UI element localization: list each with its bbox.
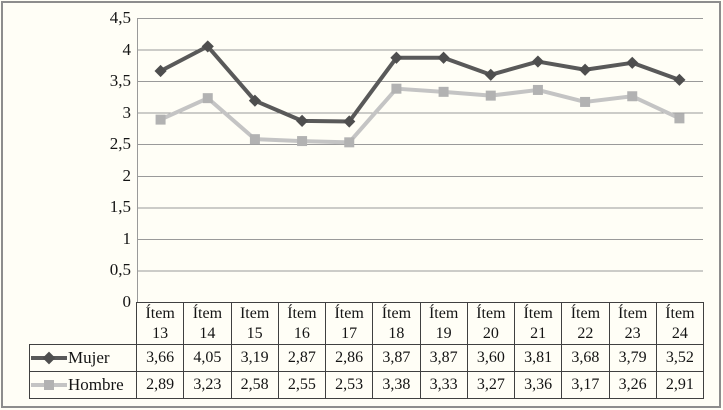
square-marker-icon	[44, 380, 54, 390]
hombre-value-cell: 3,33	[420, 372, 468, 399]
table-corner-cell	[29, 302, 137, 345]
item-header-cell: Item 15	[231, 302, 279, 345]
hombre-value-cell: 2,89	[137, 372, 185, 399]
mujer-series-line	[159, 44, 681, 124]
hombre-value-cell: 3,38	[373, 372, 421, 399]
mujer-value-cell: 3,79	[609, 345, 657, 372]
mujer-value-cell: 3,68	[562, 345, 610, 372]
square-marker-icon	[202, 93, 213, 104]
square-marker-icon	[297, 136, 308, 147]
mujer-value-cell: 2,87	[278, 345, 326, 372]
y-axis-tick-label: 4	[122, 39, 132, 59]
square-marker-icon	[438, 86, 449, 97]
mujer-value-cell: 3,19	[231, 345, 279, 372]
mujer-value-cell: 2,86	[326, 345, 374, 372]
hombre-value-cell: 2,58	[231, 372, 279, 399]
item-header-cell: Ítem 19	[420, 302, 468, 345]
hombre-value-cell: 3,36	[515, 372, 563, 399]
square-marker-icon	[485, 90, 496, 101]
diamond-marker-icon	[201, 40, 214, 53]
item-header-cell: Ítem 17	[326, 302, 374, 345]
square-marker-icon	[344, 137, 355, 148]
diamond-marker-icon	[154, 64, 167, 78]
mujer-value-cell: 3,87	[373, 345, 421, 372]
item-header-cell: Ítem 13	[137, 302, 185, 345]
y-axis-tick-label: 3	[122, 102, 132, 122]
mujer-value-cell: 3,52	[656, 345, 704, 372]
hombre-value-cell: 2,91	[656, 372, 704, 399]
hombre-value-cell: 3,23	[184, 372, 232, 399]
diamond-marker-icon	[296, 114, 309, 127]
square-marker-icon	[580, 96, 591, 107]
diamond-marker-icon	[390, 51, 403, 64]
y-axis-tick-label: 0	[122, 292, 132, 311]
mujer-value-cell: 3,81	[515, 345, 563, 372]
mujer-value-cell: 3,87	[420, 345, 468, 372]
square-marker-icon	[674, 113, 685, 124]
series-name-label: Mujer	[68, 348, 110, 367]
mujer-value-cell: 3,60	[467, 345, 515, 372]
mujer-value-cell: 4,05	[184, 345, 232, 372]
hombre-value-cell: 3,27	[467, 372, 515, 399]
legend-line-sample	[31, 351, 67, 365]
diamond-marker-icon	[531, 55, 544, 68]
diamond-marker-icon	[437, 51, 450, 64]
legend-hombre: Hombre	[29, 372, 137, 399]
y-axis-tick-label: 1	[122, 228, 132, 248]
diamond-marker-icon	[673, 73, 686, 86]
mujer-value-cell: 3,66	[137, 345, 185, 372]
square-marker-icon	[532, 84, 543, 95]
legend-line-sample	[31, 380, 67, 390]
item-header-cell: Ítem 16	[278, 302, 326, 345]
item-header-cell: Ítem 24	[656, 302, 704, 345]
item-header-cell: Ítem 20	[467, 302, 515, 345]
y-axis-tick-label: 4,5	[109, 8, 131, 27]
diamond-marker-icon	[484, 68, 497, 81]
square-marker-icon	[627, 91, 638, 102]
hombre-value-cell: 2,55	[278, 372, 326, 399]
data-table: Ítem 13 Ítem 14 Item 15 Ítem 16 Ítem 17 Ítem …	[29, 302, 704, 399]
item-header-cell: Ítem 23	[609, 302, 657, 345]
hombre-value-cell: 3,17	[562, 372, 610, 399]
item-header-cell: Ítem 14	[184, 302, 232, 345]
diamond-marker-icon	[343, 115, 356, 128]
square-marker-icon	[155, 114, 166, 125]
diamond-marker-icon	[626, 56, 639, 69]
legend-mujer: Mujer	[29, 345, 137, 372]
diamond-marker-icon	[579, 63, 592, 76]
y-axis-tick-label: 2	[122, 165, 132, 185]
series-name-label: Hombre	[68, 375, 124, 394]
item-header-cell: Ítem 18	[373, 302, 421, 345]
square-marker-icon	[249, 134, 260, 145]
hombre-value-cell: 3,26	[609, 372, 657, 399]
diamond-marker-icon	[42, 351, 56, 365]
y-axis-tick-label: 3,5	[109, 71, 131, 91]
square-marker-icon	[391, 83, 402, 94]
y-axis-tick-label: 0,5	[109, 260, 131, 280]
item-header-cell: Ítem 22	[562, 302, 610, 345]
item-header-cell: Ítem 21	[515, 302, 563, 345]
y-axis-tick-label: 2,5	[109, 134, 131, 154]
hombre-series-line	[159, 86, 681, 145]
y-axis-tick-label: 1,5	[109, 197, 131, 217]
hombre-value-cell: 2,53	[326, 372, 374, 399]
